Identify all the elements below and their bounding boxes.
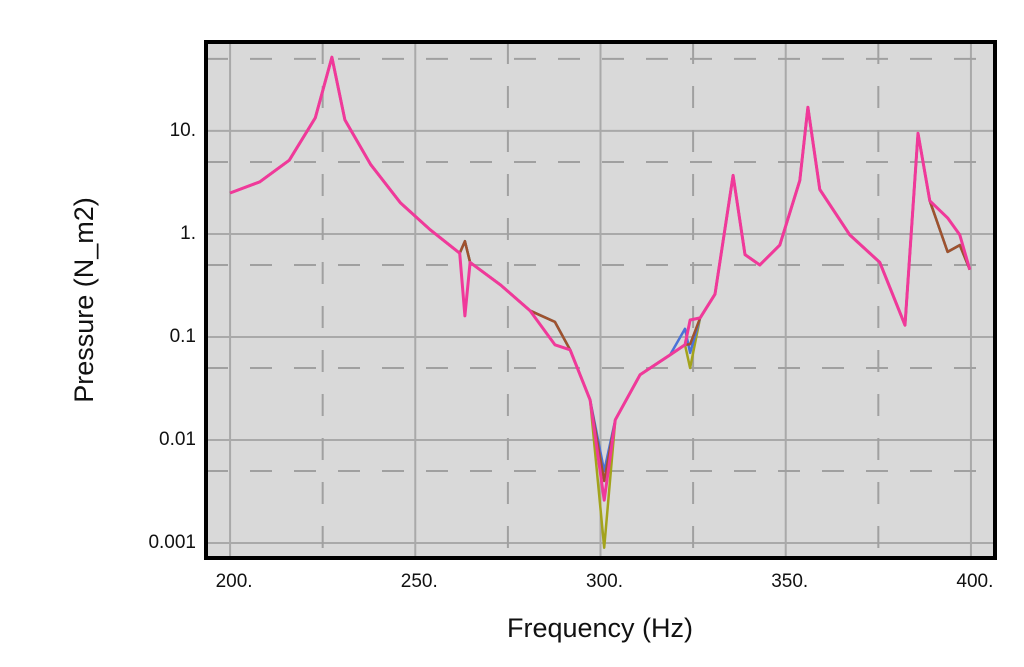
y-tick-label: 0.001: [148, 532, 196, 553]
y-tick-label: 0.1: [170, 326, 196, 347]
x-tick-label: 400.: [956, 571, 993, 592]
x-tick-label: 350.: [771, 571, 808, 592]
x-tick-label: 200.: [216, 571, 253, 592]
y-tick-label: 10.: [170, 120, 196, 141]
series-line: [229, 55, 972, 502]
y-axis-title: Pressure (N_m2): [69, 197, 99, 403]
x-tick-label: 300.: [586, 571, 623, 592]
x-tick-label: 250.: [401, 571, 438, 592]
y-tick-label: 1.: [180, 223, 196, 244]
y-tick-label: 0.01: [159, 429, 196, 450]
plot-frame: [204, 40, 997, 560]
x-axis-title: Frequency (Hz): [507, 613, 693, 643]
